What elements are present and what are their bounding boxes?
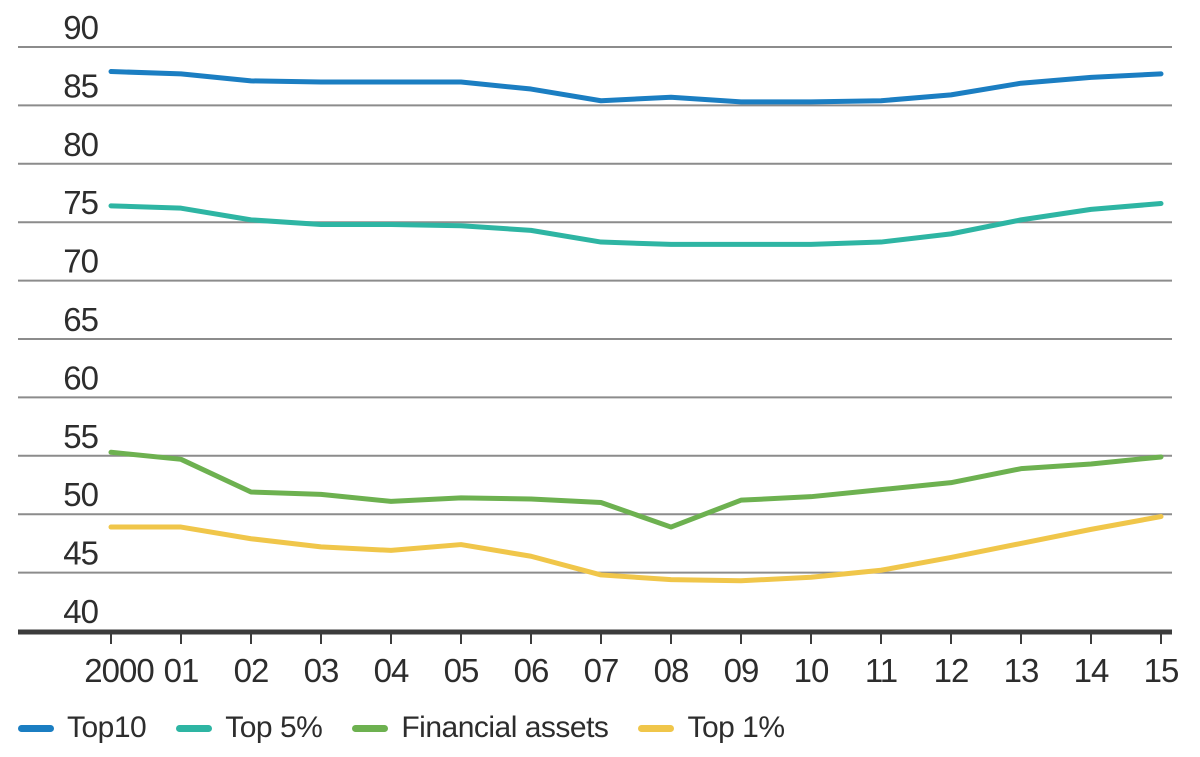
x-axis-label-04: 04 bbox=[374, 652, 409, 689]
y-axis-label-90: 90 bbox=[63, 9, 98, 46]
gridlines bbox=[18, 46, 1172, 574]
series-line-financial-assets bbox=[108, 449, 1164, 530]
axis-labels: 90 85 80 75 70 65 60 55 50 45 40 2000 01 02 03 04 05 06 07… bbox=[63, 9, 1179, 689]
y-axis-label-70: 70 bbox=[63, 243, 98, 280]
legend-swatch-icon bbox=[638, 724, 675, 732]
y-axis-label-45: 45 bbox=[63, 535, 98, 572]
y-axis-label-80: 80 bbox=[63, 126, 98, 163]
series-line-top10 bbox=[108, 69, 1164, 105]
x-axis-label-15: 15 bbox=[1144, 652, 1179, 689]
series-line-top-5 bbox=[108, 201, 1164, 247]
x-axis-label-06: 06 bbox=[514, 652, 549, 689]
legend-swatch-icon bbox=[352, 724, 389, 732]
x-axis-label-09: 09 bbox=[724, 652, 759, 689]
x-axis-label-2000: 2000 bbox=[84, 652, 154, 689]
legend-label: Top10 bbox=[67, 711, 147, 744]
y-axis-label-60: 60 bbox=[63, 359, 98, 396]
x-axis-label-07: 07 bbox=[584, 652, 619, 689]
series-lines bbox=[108, 69, 1164, 584]
y-axis-label-50: 50 bbox=[63, 476, 98, 513]
series-line-top-1 bbox=[108, 514, 1164, 584]
x-axis-label-02: 02 bbox=[234, 652, 269, 689]
y-axis-label-40: 40 bbox=[63, 593, 98, 630]
legend-label: Financial assets bbox=[401, 711, 609, 744]
x-axis-label-13: 13 bbox=[1004, 652, 1039, 689]
legend-item-top-1: Top 1% bbox=[638, 711, 785, 745]
x-axis-label-05: 05 bbox=[444, 652, 479, 689]
y-axis-label-55: 55 bbox=[63, 418, 98, 455]
y-axis-label-85: 85 bbox=[63, 67, 98, 104]
legend-swatch-icon bbox=[18, 724, 54, 732]
x-axis bbox=[18, 629, 1172, 644]
x-axis-label-11: 11 bbox=[865, 652, 897, 689]
legend-label: Top 5% bbox=[225, 711, 323, 744]
legend-label: Top 1% bbox=[687, 711, 785, 744]
legend-item-top-5: Top 5% bbox=[176, 711, 323, 745]
x-axis-label-01: 01 bbox=[164, 652, 199, 689]
x-axis-label-03: 03 bbox=[304, 652, 339, 689]
x-axis-label-12: 12 bbox=[934, 652, 969, 689]
legend-item-top10: Top10 bbox=[18, 711, 147, 745]
y-axis-label-65: 65 bbox=[63, 301, 98, 338]
legend-item-financial-assets: Financial assets bbox=[352, 711, 609, 745]
x-axis-label-14: 14 bbox=[1074, 652, 1109, 689]
legend: Top10 Top 5% Financial assets Top 1% bbox=[18, 705, 815, 751]
x-axis-label-08: 08 bbox=[654, 652, 689, 689]
legend-swatch-icon bbox=[176, 724, 213, 732]
x-axis-label-10: 10 bbox=[794, 652, 829, 689]
y-axis-label-75: 75 bbox=[63, 184, 98, 221]
